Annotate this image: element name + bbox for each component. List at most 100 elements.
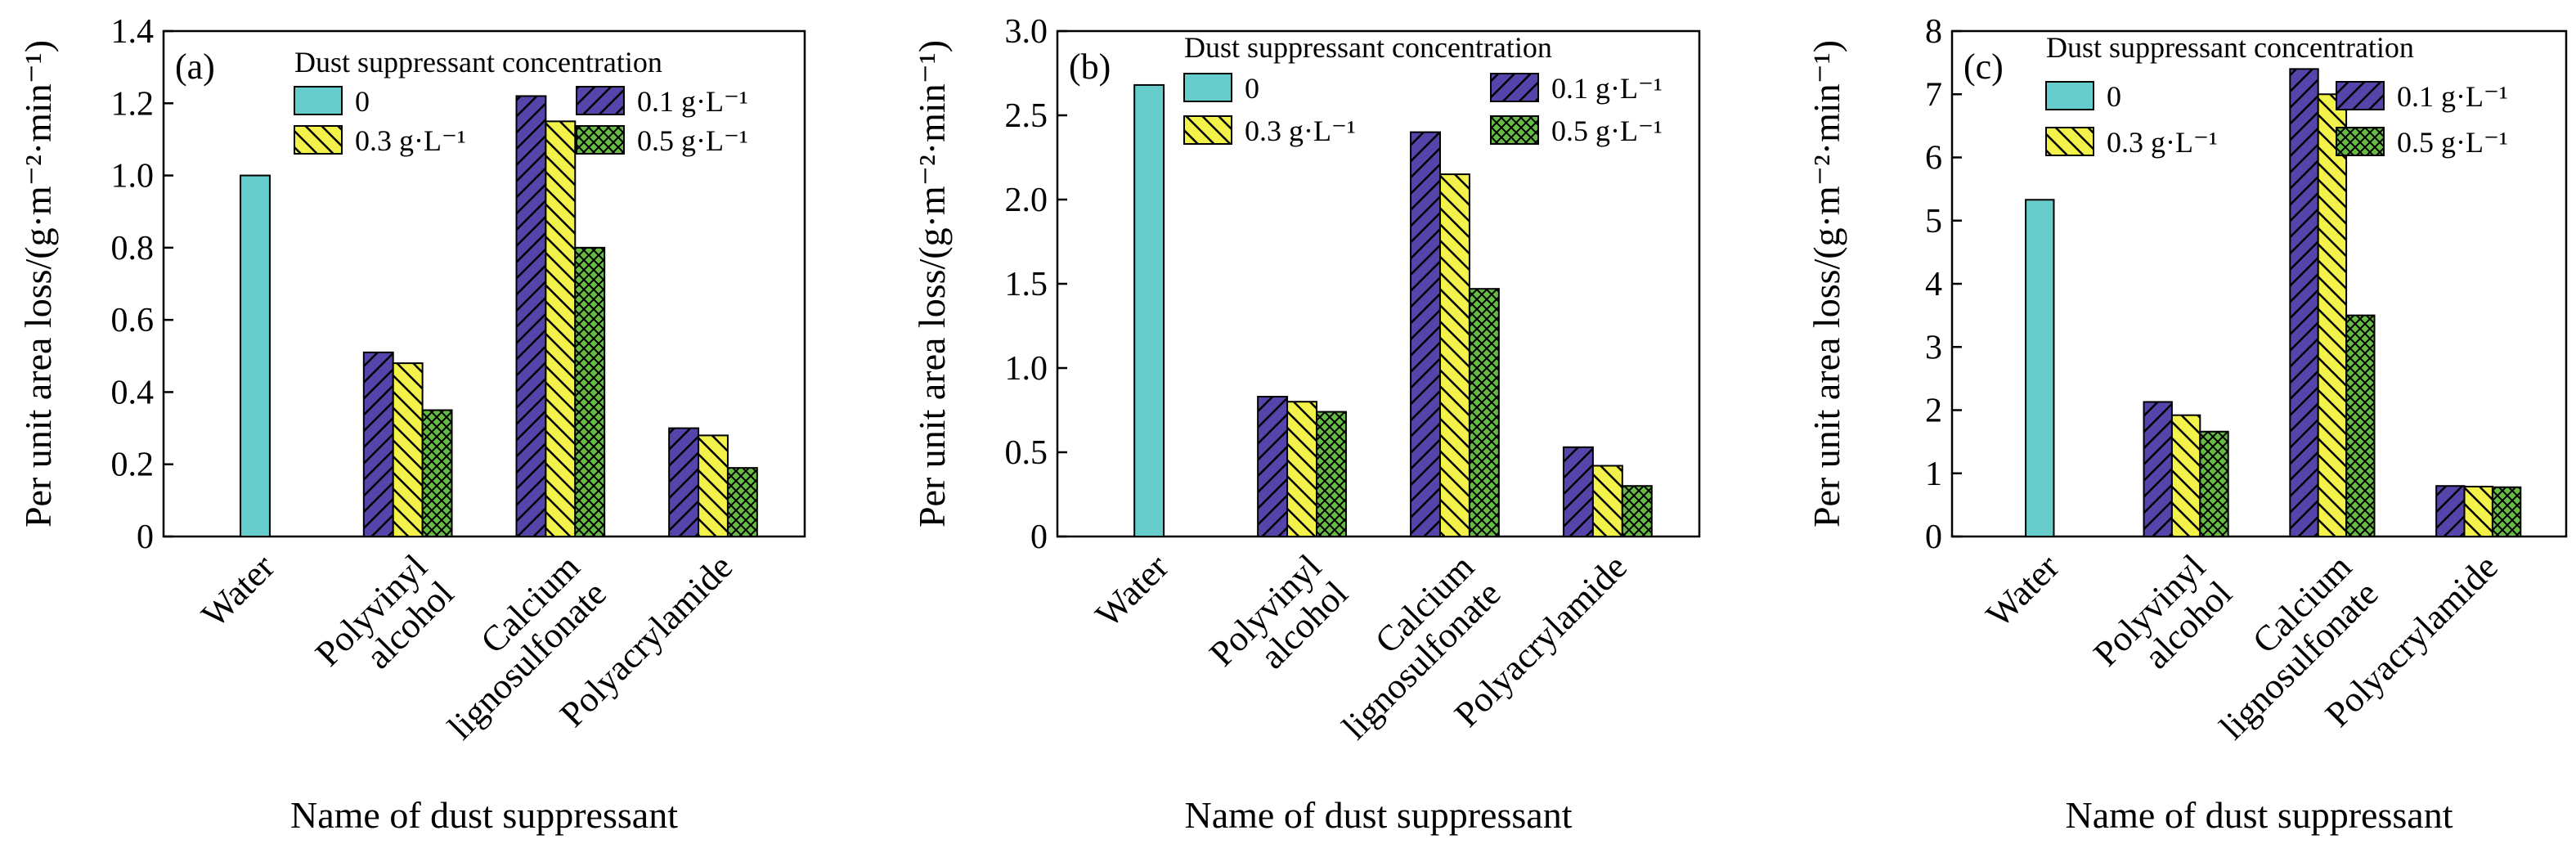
bar-c0-cat0 bbox=[240, 174, 271, 537]
legend-label-c03: 0.3 g·L⁻¹ bbox=[2107, 126, 2218, 159]
y-tick-label: 2.5 bbox=[1005, 97, 1048, 135]
x-axis-title: Name of dust suppressant bbox=[2066, 794, 2453, 836]
panel-label: (b) bbox=[1069, 47, 1111, 87]
y-tick-label: 1.2 bbox=[111, 85, 155, 123]
y-tick-label: 1.0 bbox=[1005, 350, 1048, 388]
bar-c05-cat3 bbox=[1621, 485, 1653, 538]
legend-swatch-c03 bbox=[2045, 127, 2094, 156]
bar-c05-cat3 bbox=[2491, 486, 2522, 537]
bar-c03-cat2 bbox=[1438, 173, 1470, 537]
bar-c05-cat1 bbox=[2199, 430, 2229, 538]
y-tick-label: 0 bbox=[1030, 519, 1048, 556]
legend-swatch-c05 bbox=[1490, 115, 1539, 145]
bar-c01-cat1 bbox=[1257, 396, 1289, 537]
legend-swatch-c05 bbox=[576, 125, 625, 155]
bar-c03-cat3 bbox=[698, 434, 729, 538]
legend-swatch-c0 bbox=[1183, 73, 1232, 102]
x-category-label: Water bbox=[1978, 546, 2067, 635]
legend: Dust suppressant concentration 0 0.1 g·L⁻¹… bbox=[2045, 31, 2508, 159]
legend-swatch-c01 bbox=[1490, 73, 1539, 102]
y-tick-label: 0.8 bbox=[111, 230, 155, 267]
legend-swatch-c01 bbox=[2336, 81, 2385, 110]
legend-title: Dust suppressant concentration bbox=[2046, 31, 2414, 64]
y-tick-label: 5 bbox=[1925, 203, 1942, 240]
bar-c01-cat3 bbox=[2435, 485, 2466, 538]
bar-c03-cat3 bbox=[1591, 465, 1623, 537]
bar-c05-cat2 bbox=[574, 246, 606, 537]
y-tick-label: 0.4 bbox=[111, 374, 155, 411]
y-tick-label: 8 bbox=[1925, 13, 1942, 51]
y-tick-label: 1.0 bbox=[111, 158, 155, 195]
bar-c03-cat2 bbox=[545, 120, 577, 537]
legend-label-c0: 0 bbox=[1245, 72, 1259, 105]
bar-c01-cat1 bbox=[2143, 401, 2173, 537]
bar-c01-cat2 bbox=[515, 95, 547, 537]
panel-label: (c) bbox=[1963, 47, 2004, 87]
x-category-label: Water bbox=[1088, 546, 1176, 635]
bar-c01-cat2 bbox=[1410, 131, 1441, 537]
legend-label-c01: 0.1 g·L⁻¹ bbox=[1551, 72, 1663, 105]
panel-label: (a) bbox=[175, 47, 215, 87]
y-tick-label: 2.0 bbox=[1005, 182, 1048, 219]
chart-panel-c: 0 1 2 3 4 5 6 7 8 Per unit area loss/(g·m⁻²·min⁻¹… bbox=[1806, 13, 2568, 836]
y-tick-label: 0 bbox=[137, 519, 154, 556]
x-axis-title: Name of dust suppressant bbox=[290, 794, 678, 836]
x-axis-title: Name of dust suppressant bbox=[1185, 794, 1573, 836]
y-axis-title: Per unit area loss/(g·m⁻²·min⁻¹) bbox=[17, 40, 59, 528]
y-tick-label: 6 bbox=[1925, 140, 1942, 177]
bar-c05-cat3 bbox=[726, 467, 758, 538]
bar-c01-cat3 bbox=[1562, 446, 1594, 538]
bar-c01-cat1 bbox=[362, 351, 394, 537]
y-tick-label: 1 bbox=[1925, 456, 1942, 493]
y-tick-label: 3 bbox=[1925, 329, 1942, 366]
y-tick-label: 0.2 bbox=[111, 447, 155, 484]
plot-frame bbox=[162, 29, 806, 538]
legend-swatch-c03 bbox=[294, 125, 343, 155]
bar-c05-cat2 bbox=[1468, 288, 1500, 537]
x-category-label: Water bbox=[194, 546, 282, 635]
y-axis-title: Per unit area loss/(g·m⁻²·min⁻¹) bbox=[911, 40, 953, 528]
chart-panel-b: 0 0.5 1.0 1.5 2.0 2.5 3.0 Per unit area loss/(g… bbox=[911, 13, 1701, 836]
bar-c03-cat1 bbox=[2170, 414, 2201, 537]
y-axis-title: Per unit area loss/(g·m⁻²·min⁻¹) bbox=[1806, 40, 1847, 528]
bar-c01-cat2 bbox=[2289, 68, 2319, 538]
legend-label-c0: 0 bbox=[2107, 80, 2121, 113]
legend-swatch-c05 bbox=[2336, 127, 2385, 156]
bar-c03-cat3 bbox=[2463, 485, 2493, 537]
legend: Dust suppressant concentration 0 0.1 g·L⁻¹… bbox=[1183, 31, 1663, 147]
y-tick-label: 0.5 bbox=[1005, 434, 1048, 472]
bar-c0-cat0 bbox=[2025, 199, 2055, 537]
legend-label-c05: 0.5 g·L⁻¹ bbox=[1551, 114, 1663, 147]
legend-swatch-c01 bbox=[576, 86, 625, 115]
legend-label-c01: 0.1 g·L⁻¹ bbox=[2397, 80, 2508, 113]
legend-label-c01: 0.1 g·L⁻¹ bbox=[637, 85, 748, 118]
y-tick-label: 1.5 bbox=[1005, 266, 1048, 303]
bar-c0-cat0 bbox=[1133, 83, 1165, 538]
legend-swatch-c03 bbox=[1183, 115, 1232, 145]
legend-label-c0: 0 bbox=[355, 85, 370, 118]
legend-label-c03: 0.3 g·L⁻¹ bbox=[355, 124, 466, 157]
bar-c03-cat2 bbox=[2317, 93, 2348, 537]
legend-swatch-c0 bbox=[294, 86, 343, 115]
x-category-label: Polyvinylalcohol bbox=[1201, 546, 1355, 700]
y-tick-label: 7 bbox=[1925, 76, 1942, 114]
bar-c05-cat1 bbox=[421, 409, 453, 537]
legend-label-c05: 0.5 g·L⁻¹ bbox=[637, 124, 748, 157]
y-tick-label: 1.4 bbox=[111, 13, 155, 51]
y-tick-label: 4 bbox=[1925, 266, 1942, 303]
x-category-label: Polyvinylalcohol bbox=[307, 546, 461, 700]
chart-panel-a: 0 0.2 0.4 0.6 0.8 1.0 1.2 1.4 Per unit area loss… bbox=[17, 13, 806, 836]
legend-label-c03: 0.3 g·L⁻¹ bbox=[1245, 114, 1356, 147]
y-tick-label: 3.0 bbox=[1005, 13, 1048, 51]
bar-c05-cat1 bbox=[1316, 411, 1347, 537]
legend-swatch-c0 bbox=[2045, 81, 2094, 110]
x-category-label: Polyvinylalcohol bbox=[2085, 546, 2239, 700]
bar-c03-cat1 bbox=[1286, 401, 1318, 538]
y-tick-label: 0.6 bbox=[111, 302, 155, 339]
legend-title: Dust suppressant concentration bbox=[1184, 31, 1552, 64]
bar-c05-cat2 bbox=[2345, 314, 2376, 537]
bar-c03-cat1 bbox=[392, 362, 424, 537]
y-tick-label: 0 bbox=[1925, 519, 1942, 556]
bar-c01-cat3 bbox=[668, 427, 700, 537]
